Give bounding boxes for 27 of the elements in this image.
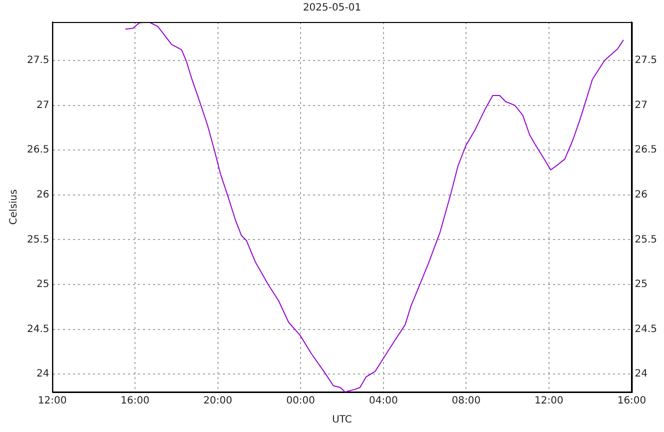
x-tick-label: 16:00	[617, 396, 646, 407]
x-tick-label: 12:00	[534, 396, 564, 407]
chart-title: 2025-05-01	[302, 2, 362, 14]
y2-tick-label: 26.5	[634, 144, 657, 156]
y2-tick-label: 24.5	[634, 324, 657, 335]
x-tick-label: 00:00	[286, 396, 316, 407]
y-tick-label: 24.5	[27, 324, 50, 335]
x-tick-label: 08:00	[452, 396, 481, 407]
x-tick-label: 20:00	[203, 396, 232, 407]
y-tick-label: 25.5	[27, 234, 50, 246]
y2-tick-label: 25.5	[634, 234, 657, 246]
y2-tick-label: 27.5	[634, 55, 657, 66]
y-tick-label: 24	[36, 368, 50, 380]
y2-tick-label: 27	[634, 100, 648, 111]
y-axis-title: Celsius	[8, 189, 20, 225]
y2-tick-label: 24	[634, 368, 648, 380]
y-tick-label: 25	[36, 279, 50, 290]
y-tick-label: 26	[36, 190, 50, 200]
y-tick-label: 26.5	[27, 144, 50, 156]
x-tick-label: 12:00	[38, 396, 67, 407]
x-tick-label: 04:00	[368, 396, 398, 407]
x-axis-title: UTC	[332, 414, 352, 426]
y2-tick-label: 26	[634, 190, 648, 200]
x-tick-label: 16:00	[120, 396, 150, 407]
y2-tick-label: 25	[634, 279, 648, 290]
y-tick-label: 27.5	[27, 55, 50, 66]
y-tick-label: 27	[36, 100, 50, 111]
